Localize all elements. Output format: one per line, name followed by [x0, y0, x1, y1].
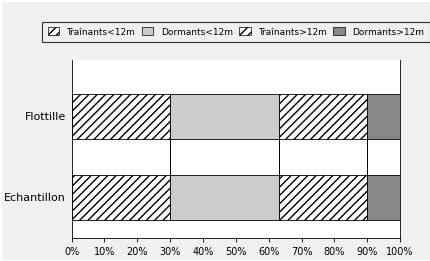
Bar	[278, 94, 366, 139]
Bar	[366, 94, 399, 139]
Bar	[366, 175, 399, 220]
Bar	[71, 175, 170, 220]
Legend: Traînants<12m, Dormants<12m, Traînants>12m, Dormants>12m: Traînants<12m, Dormants<12m, Traînants>1…	[42, 22, 429, 42]
Bar	[170, 94, 278, 139]
Bar	[170, 175, 278, 220]
Bar	[71, 94, 170, 139]
Bar	[278, 175, 366, 220]
